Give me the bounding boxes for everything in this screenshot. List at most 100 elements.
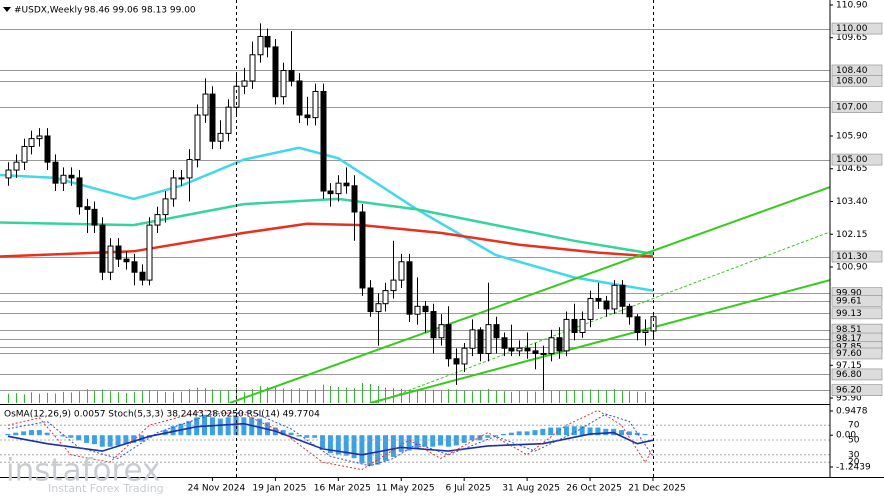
osc-tick-label: 30 — [848, 450, 860, 460]
level-label: 96.20 — [836, 386, 862, 396]
x-tick-label: 21 Dec 2025 — [628, 484, 686, 494]
moving-average — [0, 197, 654, 256]
osma-bar — [461, 435, 467, 443]
candle-body — [548, 337, 555, 354]
candle-body — [84, 206, 91, 210]
level-label-box — [831, 75, 883, 87]
y-tick-label: 95.90 — [836, 394, 862, 404]
candle-body — [21, 145, 28, 163]
level-label: 99.90 — [836, 289, 862, 299]
ohlc-text: 98.46 99.06 98.13 99.00 — [84, 6, 196, 16]
candle-body — [382, 290, 389, 305]
candle-body — [445, 324, 452, 360]
osma-bar — [13, 432, 19, 436]
osma-bar — [99, 435, 105, 447]
watermark-sub: Instant Forex Trading — [48, 482, 164, 495]
y-tick-label: 102.15 — [836, 230, 868, 240]
level-label: 108.40 — [836, 66, 868, 76]
candle-body — [13, 161, 20, 171]
candle-body — [44, 135, 51, 163]
oscillator-line — [7, 409, 654, 471]
candle-body — [453, 358, 460, 365]
osma-bar — [52, 435, 58, 436]
candle-body — [131, 261, 138, 273]
candle-body — [375, 303, 382, 313]
candle-body — [603, 300, 610, 310]
candle-body — [398, 261, 405, 281]
candle-body — [60, 174, 67, 184]
candle-body — [320, 90, 327, 192]
candle-body — [390, 279, 397, 292]
osma-bar — [382, 435, 388, 461]
osma-bar — [335, 435, 341, 455]
osma-bar — [587, 427, 593, 436]
osc-tick-label: 50 — [848, 436, 860, 446]
candle-body — [170, 177, 177, 200]
candle-body — [501, 337, 508, 349]
moving-average — [0, 146, 654, 292]
oscillator-line — [7, 422, 654, 456]
osma-bar — [485, 435, 491, 438]
osma-bar — [548, 427, 554, 436]
candle-body — [571, 318, 578, 334]
level-label-box — [831, 347, 883, 360]
y-tick-label: 109.65 — [836, 33, 868, 43]
osma-bar — [320, 435, 326, 448]
candle-body — [406, 261, 413, 315]
osma-bar — [516, 431, 522, 436]
candle-body — [532, 350, 539, 354]
osma-bar — [422, 435, 428, 447]
osma-bar — [556, 427, 562, 436]
candle-body — [626, 305, 633, 318]
candle-body — [139, 271, 146, 281]
candle-body — [563, 318, 570, 352]
osma-bar — [28, 430, 34, 436]
candle-body — [217, 132, 224, 142]
oscillator-line — [7, 411, 654, 467]
level-label-box — [831, 384, 883, 396]
price-panel — [0, 23, 830, 403]
candle-body — [611, 284, 618, 310]
candle-body — [312, 90, 319, 119]
osma-bar — [44, 432, 50, 436]
candle-body — [430, 311, 437, 339]
candle-body — [241, 80, 248, 87]
level-label-box — [831, 22, 883, 35]
candle-body — [146, 224, 153, 281]
osma-bar — [650, 435, 656, 436]
candle-body — [178, 177, 185, 180]
x-tick-label: 6 Jul 2025 — [446, 484, 491, 494]
osma-bar — [131, 435, 137, 443]
osma-bar — [563, 426, 569, 436]
candle-body — [186, 159, 193, 179]
candle-body — [414, 305, 421, 315]
menu-arrow[interactable] — [3, 7, 11, 12]
osma-bar — [508, 432, 514, 436]
osma-bar — [626, 431, 632, 436]
osma-bar — [375, 435, 381, 465]
candle-body — [516, 347, 523, 352]
candle-body — [508, 347, 515, 352]
candle-body — [540, 352, 547, 355]
level-label-box — [831, 307, 883, 320]
y-tick-label: 104.65 — [836, 164, 868, 174]
osma-tick-label: 0.9478 — [836, 407, 868, 417]
osma-bar — [84, 435, 90, 443]
osma-bar — [430, 435, 436, 447]
candle-body — [288, 69, 295, 82]
osma-bar — [233, 416, 239, 436]
osma-bar — [501, 433, 507, 436]
candle-body — [28, 138, 35, 147]
y-tick-label: 105.90 — [836, 131, 868, 141]
osma-bar — [312, 435, 318, 438]
candle-body — [76, 177, 83, 208]
level-label: 98.51 — [836, 325, 862, 335]
x-tick-label: 31 Aug 2025 — [502, 484, 560, 494]
trend-line — [369, 279, 830, 403]
candle-body — [327, 190, 334, 195]
candle-body — [477, 329, 484, 354]
level-label: 97.60 — [836, 349, 862, 359]
osma-bar — [445, 435, 451, 447]
indicator-panel — [0, 409, 830, 471]
